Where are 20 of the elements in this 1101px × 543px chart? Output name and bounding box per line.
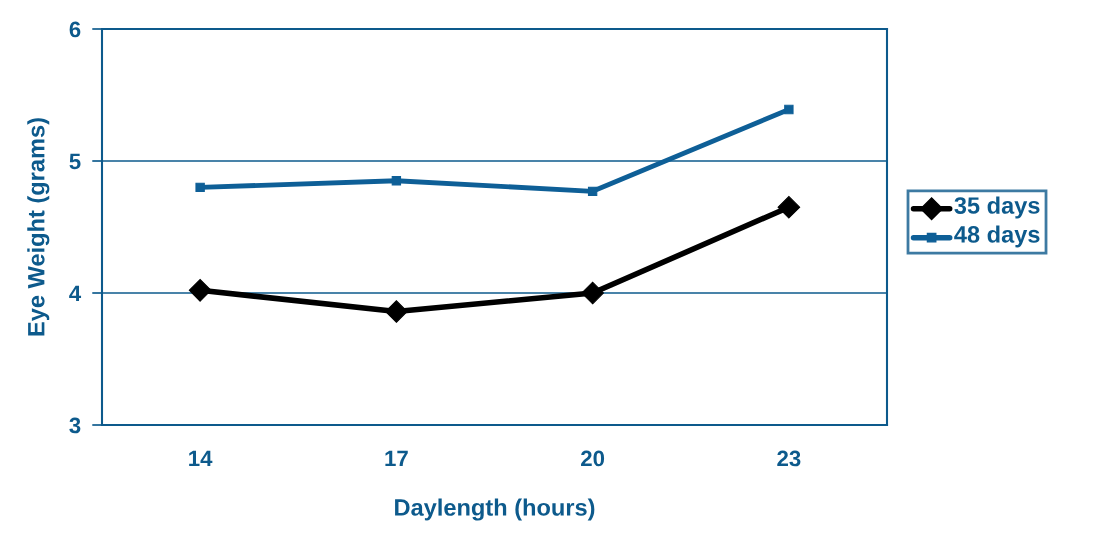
x-tick-label: 17	[385, 450, 408, 467]
y-axis-title: Eye Weight (grams)	[27, 118, 50, 336]
legend-label: 48 days	[954, 225, 1040, 248]
x-tick-label: 14	[189, 450, 213, 467]
y-tick-label: 3	[69, 417, 81, 434]
point	[385, 300, 408, 323]
x-tick-label: 23	[777, 450, 801, 467]
point	[581, 281, 604, 305]
point	[391, 176, 402, 186]
point	[784, 104, 794, 115]
y-tick-label: 5	[69, 153, 81, 170]
point	[777, 195, 801, 219]
x-axis-title: Daylength (hours)	[395, 498, 595, 521]
point	[195, 182, 205, 193]
y-tick-label: 6	[69, 21, 81, 38]
legend-label: 35 days	[954, 196, 1040, 219]
point	[587, 186, 598, 197]
x-tick-label: 20	[581, 450, 605, 467]
y-tick-label: 4	[69, 285, 82, 302]
point	[188, 279, 212, 302]
